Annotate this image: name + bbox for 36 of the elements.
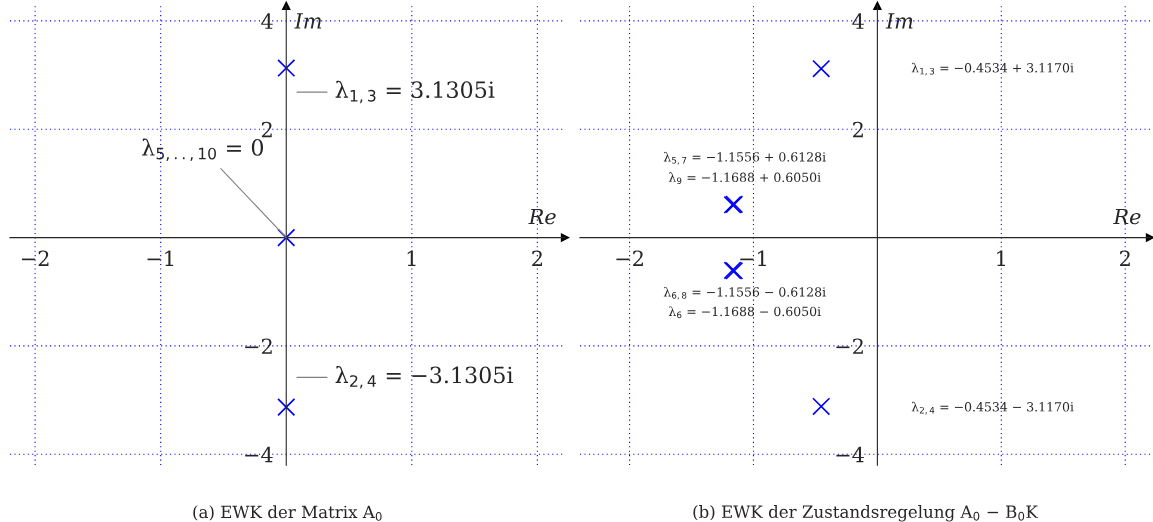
annotation: λ$_{9}$ = −1.1688 + 0.6050i <box>668 172 821 185</box>
x-tick-label: −1 <box>147 250 174 266</box>
annotation: λ$_{2,4}$ = −0.4534 − 3.1170i <box>911 401 1074 415</box>
text: (b) EWK der Zustandsregelung A$_{0}$ − B$_{0}$K <box>693 505 1039 522</box>
text: (a) EWK der Matrix A$_{0}$ <box>193 505 382 521</box>
point <box>277 228 296 247</box>
y-tick-label: −2 <box>836 338 863 354</box>
x-tick-label: 1 <box>997 250 1005 266</box>
point <box>812 59 831 78</box>
y-tick-label: 2 <box>261 121 272 138</box>
point <box>277 398 296 417</box>
y-axis-title: Im <box>885 13 913 29</box>
x-tick-label: 2 <box>532 250 542 266</box>
x-tick-label: −2 <box>616 250 643 266</box>
y-axis-title: Im <box>294 13 322 29</box>
y-tick-label: 4 <box>261 13 273 29</box>
y-tick-label: −2 <box>245 338 272 354</box>
x-tick-label: 1 <box>407 250 416 266</box>
annotation: λ$_{6,8}$ = −1.1556 − 0.6128i <box>663 286 826 300</box>
annotation: λ$_{5,7}$ = −1.1556 + 0.6128i <box>663 151 826 165</box>
y-tick-label: −4 <box>245 446 273 463</box>
annotation: λ$_{1,3}$ = −0.4534 + 3.1170i <box>911 62 1074 76</box>
x-tick-label: −2 <box>21 250 49 266</box>
annotation: λ$_{2,4}$ = −3.1305i <box>335 366 514 389</box>
x-tick-label: −1 <box>740 250 766 266</box>
y-tick-label: 2 <box>853 121 863 138</box>
annotation: λ$_{5,..,10}$ = 0 <box>142 138 264 161</box>
y-tick-label: 4 <box>852 13 864 29</box>
annotation: λ$_{1,3}$ = 3.1305i <box>335 80 495 104</box>
y-tick-label: −4 <box>836 446 864 463</box>
x-tick-label: 2 <box>1120 250 1130 266</box>
point <box>812 397 831 416</box>
point <box>277 58 296 78</box>
x-axis-title: Re <box>1113 208 1141 225</box>
x-axis-title: Re <box>528 208 556 225</box>
annotation: λ$_{6}$ = −1.1688 − 0.6050i <box>668 306 821 319</box>
